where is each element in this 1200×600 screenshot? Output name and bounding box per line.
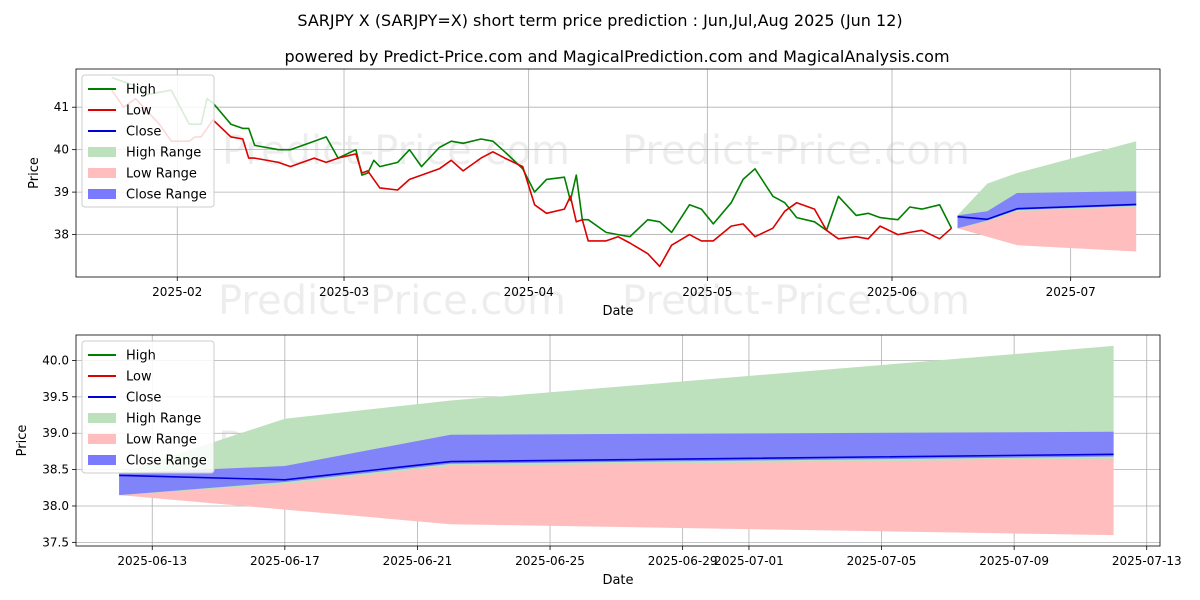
bottom-chart: 2025-06-13 2025-06-17 2025-06-21 2025-06-25… xyxy=(15,334,1182,588)
x-tick-label: 2025-06-25 xyxy=(515,554,585,568)
legend-high-range-label: High Range xyxy=(126,412,201,427)
close-forecast-line xyxy=(119,453,1114,481)
close-range-band xyxy=(119,431,1114,496)
x-tick-label: 2025-06-13 xyxy=(117,554,187,568)
low-range-band xyxy=(119,458,1114,536)
legend-low-range-label: Low Range xyxy=(126,433,197,448)
x-tick-label: 2025-05 xyxy=(682,285,732,299)
x-tick-label: 2025-07-13 xyxy=(1112,554,1182,568)
legend-low-label: Low xyxy=(126,104,152,119)
chart-subtitle: powered by Predict-Price.com and Magical… xyxy=(284,47,949,66)
legend-high-range-swatch xyxy=(88,147,116,157)
legend-low-label: Low xyxy=(126,370,152,385)
y-tick-label: 39.5 xyxy=(42,390,69,404)
y-tick-label: 39 xyxy=(54,185,69,199)
top-chart: 2025-02 2025-03 2025-04 2025-05 2025-06 2025-… xyxy=(27,68,1161,319)
legend-close-range-label: Close Range xyxy=(126,454,207,469)
x-tick-label: 2025-06-21 xyxy=(383,554,453,568)
legend-low-range-swatch xyxy=(88,434,116,444)
y-tick-label: 37.5 xyxy=(42,535,69,549)
legend-low-range-label: Low Range xyxy=(126,167,197,182)
plot-frame xyxy=(75,334,1161,547)
x-axis-label: Date xyxy=(602,304,633,319)
high-series-line xyxy=(111,76,953,238)
y-tick-label: 41 xyxy=(54,100,69,114)
y-tick-label: 40 xyxy=(54,143,69,157)
legend-high-range-label: High Range xyxy=(126,146,201,161)
legend-close-label: Close xyxy=(126,125,161,140)
low-series-line xyxy=(111,89,953,268)
y-axis-label: Price xyxy=(15,425,30,457)
y-tick-label: 40.0 xyxy=(42,353,69,367)
x-tick-label: 2025-07-01 xyxy=(714,554,784,568)
watermark: Predict-Price.com xyxy=(622,128,970,174)
x-axis-label: Date xyxy=(602,573,633,588)
legend-close-range-swatch xyxy=(88,455,116,465)
legend-close-range-label: Close Range xyxy=(126,188,207,203)
y-tick-label: 39.0 xyxy=(42,426,69,440)
watermark: Predict-Price.com xyxy=(622,278,970,324)
x-tick-label: 2025-07 xyxy=(1046,285,1096,299)
low-range-band xyxy=(957,207,1137,252)
y-tick-label: 38 xyxy=(54,228,69,242)
legend-low-range-swatch xyxy=(88,168,116,178)
x-tick-label: 2025-03 xyxy=(319,285,369,299)
y-tick-label: 38.0 xyxy=(42,499,69,513)
legend-high-label: High xyxy=(126,349,156,364)
x-tick-label: 2025-04 xyxy=(504,285,554,299)
legend-high-label: High xyxy=(126,83,156,98)
legend-close-label: Close xyxy=(126,391,161,406)
legend-close-range-swatch xyxy=(88,189,116,199)
plot-frame xyxy=(75,68,1161,278)
watermark: Predict-Price.com xyxy=(222,128,570,174)
legend: High Low Close High Range Low Range Close Ran… xyxy=(81,340,215,474)
close-forecast-line xyxy=(957,203,1137,221)
y-tick-label: 38.5 xyxy=(42,463,69,477)
watermark: Predict-Price.com xyxy=(218,278,566,324)
y-axis-label: Price xyxy=(27,157,42,189)
legend: High Low Close High Range Low Range Close Ran… xyxy=(81,74,215,208)
x-tick-label: 2025-06-17 xyxy=(250,554,320,568)
x-tick-label: 2025-06 xyxy=(867,285,917,299)
x-tick-label: 2025-06-29 xyxy=(648,554,718,568)
chart-title: SARJPY X (SARJPY=X) short term price pre… xyxy=(297,11,902,30)
close-range-band xyxy=(957,191,1137,229)
x-tick-label: 2025-07-05 xyxy=(847,554,917,568)
x-tick-label: 2025-07-09 xyxy=(979,554,1049,568)
x-tick-label: 2025-02 xyxy=(152,285,202,299)
legend-high-range-swatch xyxy=(88,413,116,423)
